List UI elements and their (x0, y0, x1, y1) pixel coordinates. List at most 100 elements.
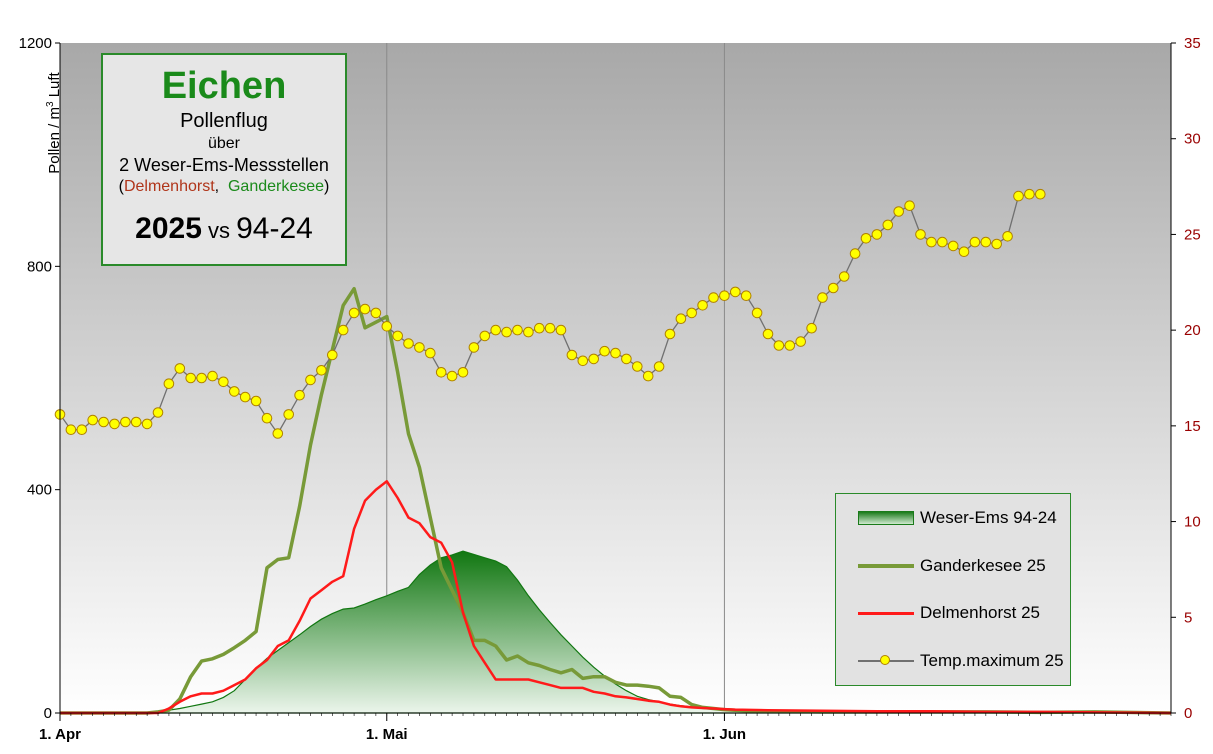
temp-point-86 (991, 238, 1003, 250)
temp-point-48 (577, 355, 589, 367)
y-tick-label-800: 800 (27, 258, 52, 275)
temp-point-61 (719, 290, 730, 302)
temp-point-36 (446, 370, 458, 382)
temp-point-73 (849, 248, 861, 259)
temp-point-71 (828, 282, 839, 294)
temp-point-82 (947, 240, 959, 252)
temp-point-33 (414, 342, 425, 353)
y2-tick-label-5: 5 (1184, 609, 1192, 626)
temp-point-17 (239, 391, 251, 403)
temp-point-2 (76, 424, 88, 436)
temp-point-1 (65, 424, 77, 436)
temp-point-29 (370, 307, 382, 319)
temp-point-16 (229, 386, 240, 397)
temp-point-11 (174, 363, 186, 374)
station-delmenhorst: Delmenhorst (123, 178, 215, 195)
temp-point-5 (109, 418, 120, 430)
legend-item-ganderkesee: Ganderkesee 25 (858, 554, 1046, 578)
temp-point-34 (425, 347, 436, 359)
temp-point-12 (185, 372, 196, 384)
tick-labels: 0 400 800 1200 0 5 10 15 20 25 30 35 1. Apr 1. Mai 1. … (19, 35, 1201, 743)
temp-point-60 (708, 292, 719, 303)
y-tick-label-1200: 1200 (19, 35, 52, 52)
temp-point-76 (882, 219, 894, 231)
temp-point-32 (403, 338, 414, 349)
legend-item-temp-maximum: Temp.maximum 25 (858, 649, 1064, 673)
temp-point-30 (381, 321, 393, 332)
x-tick-label: 1. Jun (703, 726, 746, 743)
temp-point-31 (392, 330, 404, 342)
y2-tick-label-25: 25 (1184, 226, 1201, 243)
temp-point-39 (479, 330, 491, 342)
temp-point-8 (141, 418, 153, 430)
subtitle-stations: 2 Weser-Ems-Messstellen (119, 155, 329, 175)
temp-point-20 (272, 428, 284, 439)
y2-tick-label-10: 10 (1184, 514, 1201, 531)
temp-point-4 (98, 416, 109, 428)
temp-point-68 (795, 336, 807, 347)
series-lines (60, 286, 1172, 715)
y-tick-label-400: 400 (27, 482, 52, 499)
temp-point-54 (642, 370, 654, 382)
temp-point-35 (435, 367, 447, 378)
temp-point-15 (218, 376, 229, 388)
temp-point-49 (588, 353, 600, 365)
temp-point-83 (958, 246, 970, 257)
series-temp-maximum (54, 188, 1046, 439)
temp-point-67 (784, 340, 796, 351)
temp-point-47 (566, 349, 578, 361)
temp-point-81 (937, 236, 948, 248)
temp-point-74 (860, 233, 872, 244)
temp-point-23 (305, 374, 316, 386)
temp-point-37 (457, 367, 469, 378)
subtitle-station-names: (Delmenhorst, Ganderkesee) (118, 178, 330, 195)
temp-point-7 (130, 416, 142, 428)
y-tick-label-0: 0 (44, 705, 52, 722)
line-delmenhorst-25 (60, 480, 1172, 715)
legend-item-weser-ems: Weser-Ems 94-24 (858, 506, 1057, 530)
temp-point-65 (762, 328, 774, 340)
temp-point-53 (632, 361, 643, 372)
y-axis-left-label: Pollen / m3 Luft (45, 72, 63, 174)
temp-point-43 (523, 326, 534, 338)
chart-title: Eichen (161, 65, 287, 107)
temp-point-44 (534, 322, 545, 334)
temp-point-28 (359, 303, 371, 315)
x-tick-label: 1. Mai (366, 726, 408, 743)
temp-point-14 (207, 370, 218, 382)
temp-point-56 (664, 328, 676, 340)
temp-point-72 (838, 271, 850, 282)
temp-point-21 (283, 409, 295, 420)
info-box: Eichen Pollenflug über 2 Weser-Ems-Messs… (101, 53, 347, 266)
temp-point-13 (196, 372, 207, 384)
subtitle-ueber: über (207, 135, 241, 152)
temp-point-57 (675, 313, 687, 325)
temp-point-52 (621, 353, 632, 365)
temp-point-80 (926, 236, 937, 248)
temp-point-50 (599, 345, 610, 357)
temp-point-84 (969, 236, 981, 248)
temp-point-69 (806, 322, 817, 334)
temp-point-55 (653, 361, 665, 372)
temp-point-78 (904, 200, 915, 211)
temp-point-9 (152, 407, 164, 418)
temp-point-19 (261, 412, 273, 424)
x-tick-label: 1. Apr (39, 726, 81, 743)
temp-point-63 (740, 290, 752, 302)
station-ganderkesee: Ganderkesee (227, 178, 325, 195)
temp-point-88 (1013, 190, 1024, 202)
temp-point-27 (348, 307, 360, 319)
y2-tick-label-0: 0 (1184, 705, 1192, 722)
temp-point-3 (87, 414, 98, 426)
temp-point-10 (163, 378, 175, 390)
legend-item-delmenhorst: Delmenhorst 25 (858, 601, 1040, 625)
temp-point-70 (817, 292, 828, 303)
axes (55, 42, 1176, 721)
temp-point-42 (512, 324, 523, 336)
temp-point-51 (610, 347, 621, 359)
temp-point-75 (871, 229, 883, 240)
temp-point-24 (316, 365, 327, 376)
temp-point-87 (1002, 231, 1013, 242)
temp-point-85 (980, 236, 992, 248)
subtitle-pollenflug: Pollenflug (180, 110, 268, 132)
